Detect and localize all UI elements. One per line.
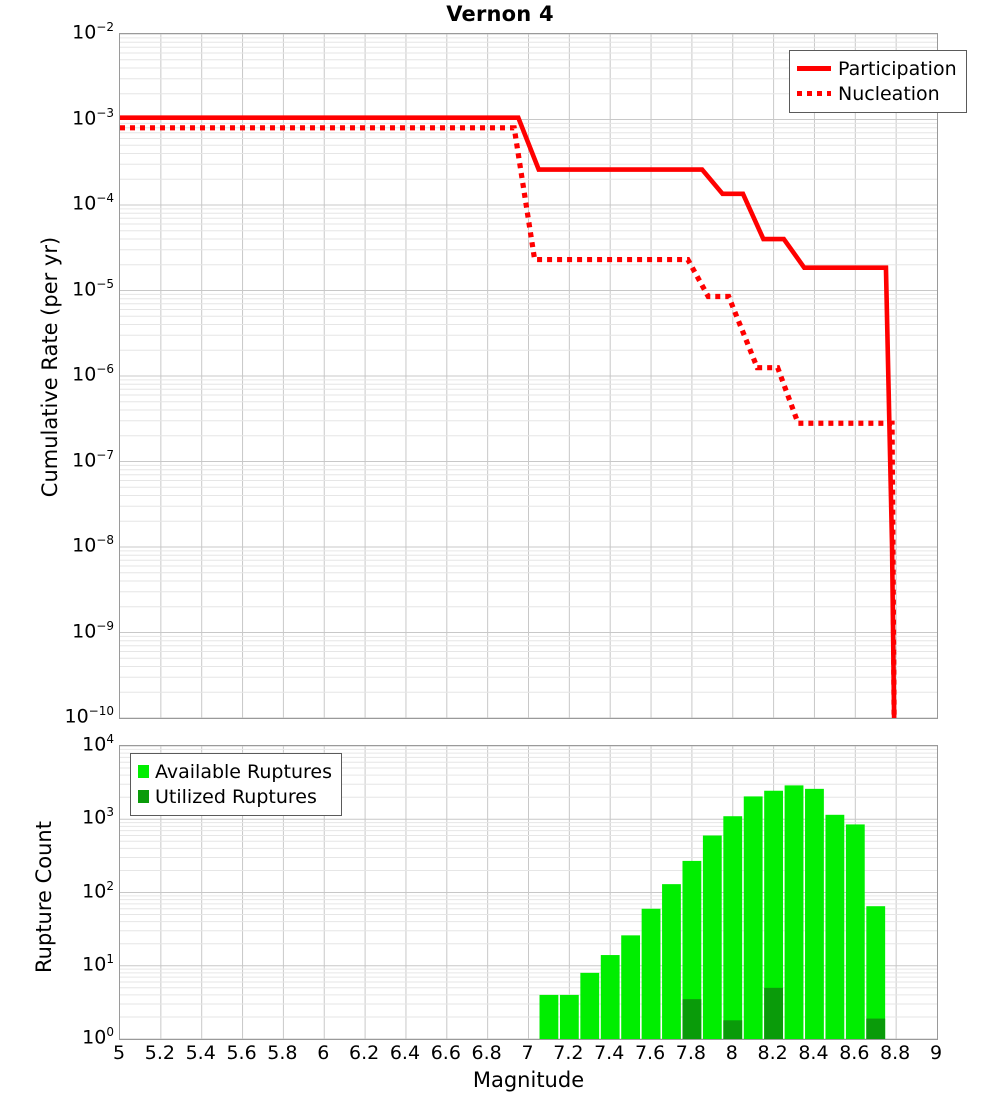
bar-available xyxy=(723,816,743,1039)
legend-item-nucleation[interactable]: Nucleation xyxy=(797,81,957,106)
top-ytick-10-8: 10−8 xyxy=(72,533,114,557)
bar-available xyxy=(702,835,722,1039)
top-y-axis-title: Cumulative Rate (per yr) xyxy=(38,236,62,498)
bar-available xyxy=(845,824,865,1039)
bar-utilized xyxy=(723,1020,743,1039)
x-axis-title: Magnitude xyxy=(472,1068,585,1092)
bar-available xyxy=(743,796,763,1039)
bottom-ytick-101: 101 xyxy=(82,951,114,976)
cumulative-rate-plot xyxy=(119,33,938,719)
xtick-9: 9 xyxy=(929,1042,943,1064)
bar-utilized xyxy=(866,1018,886,1039)
top-ytick-10-4: 10−4 xyxy=(72,191,114,215)
bar-available xyxy=(682,860,702,1039)
legend-item-participation[interactable]: Participation xyxy=(797,56,957,81)
bottom-y-axis-title: Rupture Count xyxy=(32,821,56,973)
bar-available xyxy=(600,955,620,1039)
bar-available xyxy=(539,994,559,1039)
bar-available xyxy=(825,814,845,1039)
xtick-5.4: 5.4 xyxy=(185,1042,216,1064)
legend-label-nucleation: Nucleation xyxy=(838,82,940,105)
bar-available xyxy=(764,790,784,1039)
xtick-7.4: 7.4 xyxy=(594,1042,625,1064)
xtick-7.6: 7.6 xyxy=(634,1042,666,1064)
bar-available xyxy=(621,935,641,1039)
xtick-8.8: 8.8 xyxy=(880,1042,911,1064)
xtick-5.8: 5.8 xyxy=(267,1042,298,1064)
cumulative-rate-canvas xyxy=(120,34,937,718)
bar-available xyxy=(580,972,600,1039)
xtick-5.6: 5.6 xyxy=(226,1042,257,1064)
xtick-8.2: 8.2 xyxy=(757,1042,788,1064)
bar-available xyxy=(641,908,661,1039)
bar-utilized xyxy=(764,987,784,1039)
bar-available xyxy=(866,906,886,1039)
xtick-6.8: 6.8 xyxy=(471,1042,502,1064)
series-participation xyxy=(120,115,897,718)
xtick-7: 7 xyxy=(521,1042,534,1064)
bottom-ytick-100: 100 xyxy=(82,1025,114,1049)
xtick-7.2: 7.2 xyxy=(553,1042,584,1064)
solid-line-swatch-icon xyxy=(797,66,831,71)
xtick-6.6: 6.6 xyxy=(430,1042,461,1064)
top-ytick-10-9: 10−9 xyxy=(72,618,114,642)
rupture-count-canvas xyxy=(120,746,937,1039)
top-ytick-10-2: 10−2 xyxy=(72,20,114,44)
legend-label-participation: Participation xyxy=(838,57,957,80)
bottom-y-axis-ticks: 104 103 102 101 100 xyxy=(0,733,114,1047)
top-ytick-10-3: 10−3 xyxy=(72,105,114,129)
top-ytick-10-10: 10−10 xyxy=(64,704,114,728)
bottom-legend: Available Ruptures Utilized Ruptures xyxy=(130,753,342,816)
xtick-6.2: 6.2 xyxy=(348,1042,380,1064)
xtick-8.4: 8.4 xyxy=(798,1042,829,1064)
top-ytick-10-5: 10−5 xyxy=(72,276,114,300)
xtick-7.8: 7.8 xyxy=(675,1042,706,1064)
legend-label-utilized-ruptures: Utilized Ruptures xyxy=(155,785,317,808)
series-nucleation xyxy=(120,125,897,718)
legend-item-available-ruptures[interactable]: Available Ruptures xyxy=(138,759,332,784)
bottom-ytick-103: 103 xyxy=(82,805,114,829)
bottom-ytick-104: 104 xyxy=(82,732,114,756)
xtick-8.6: 8.6 xyxy=(839,1042,870,1064)
xtick-6: 6 xyxy=(317,1042,330,1064)
top-ytick-10-7: 10−7 xyxy=(72,447,114,471)
bar-available xyxy=(805,788,824,1039)
xtick-5: 5 xyxy=(112,1042,126,1064)
top-legend: Participation Nucleation xyxy=(789,50,967,113)
figure-title: Vernon 4 xyxy=(446,2,554,26)
top-y-axis-ticks: 10−2 10−3 10−4 10−5 10−6 10−7 10−8 10−9 10−10 xyxy=(0,21,114,726)
legend-label-available-ruptures: Available Ruptures xyxy=(155,760,332,783)
top-ytick-10-6: 10−6 xyxy=(72,362,114,386)
bottom-ytick-102: 102 xyxy=(82,878,114,902)
xtick-5.2: 5.2 xyxy=(144,1042,175,1064)
available-ruptures-swatch-icon xyxy=(138,765,149,778)
dotted-line-swatch-icon xyxy=(797,91,831,96)
utilized-ruptures-swatch-icon xyxy=(138,790,149,803)
xtick-8: 8 xyxy=(725,1042,738,1064)
bar-utilized xyxy=(682,999,702,1039)
legend-item-utilized-ruptures[interactable]: Utilized Ruptures xyxy=(138,784,332,809)
bar-available xyxy=(559,994,579,1039)
xtick-6.4: 6.4 xyxy=(389,1042,421,1064)
bar-available xyxy=(784,785,804,1039)
bar-available xyxy=(662,884,681,1039)
